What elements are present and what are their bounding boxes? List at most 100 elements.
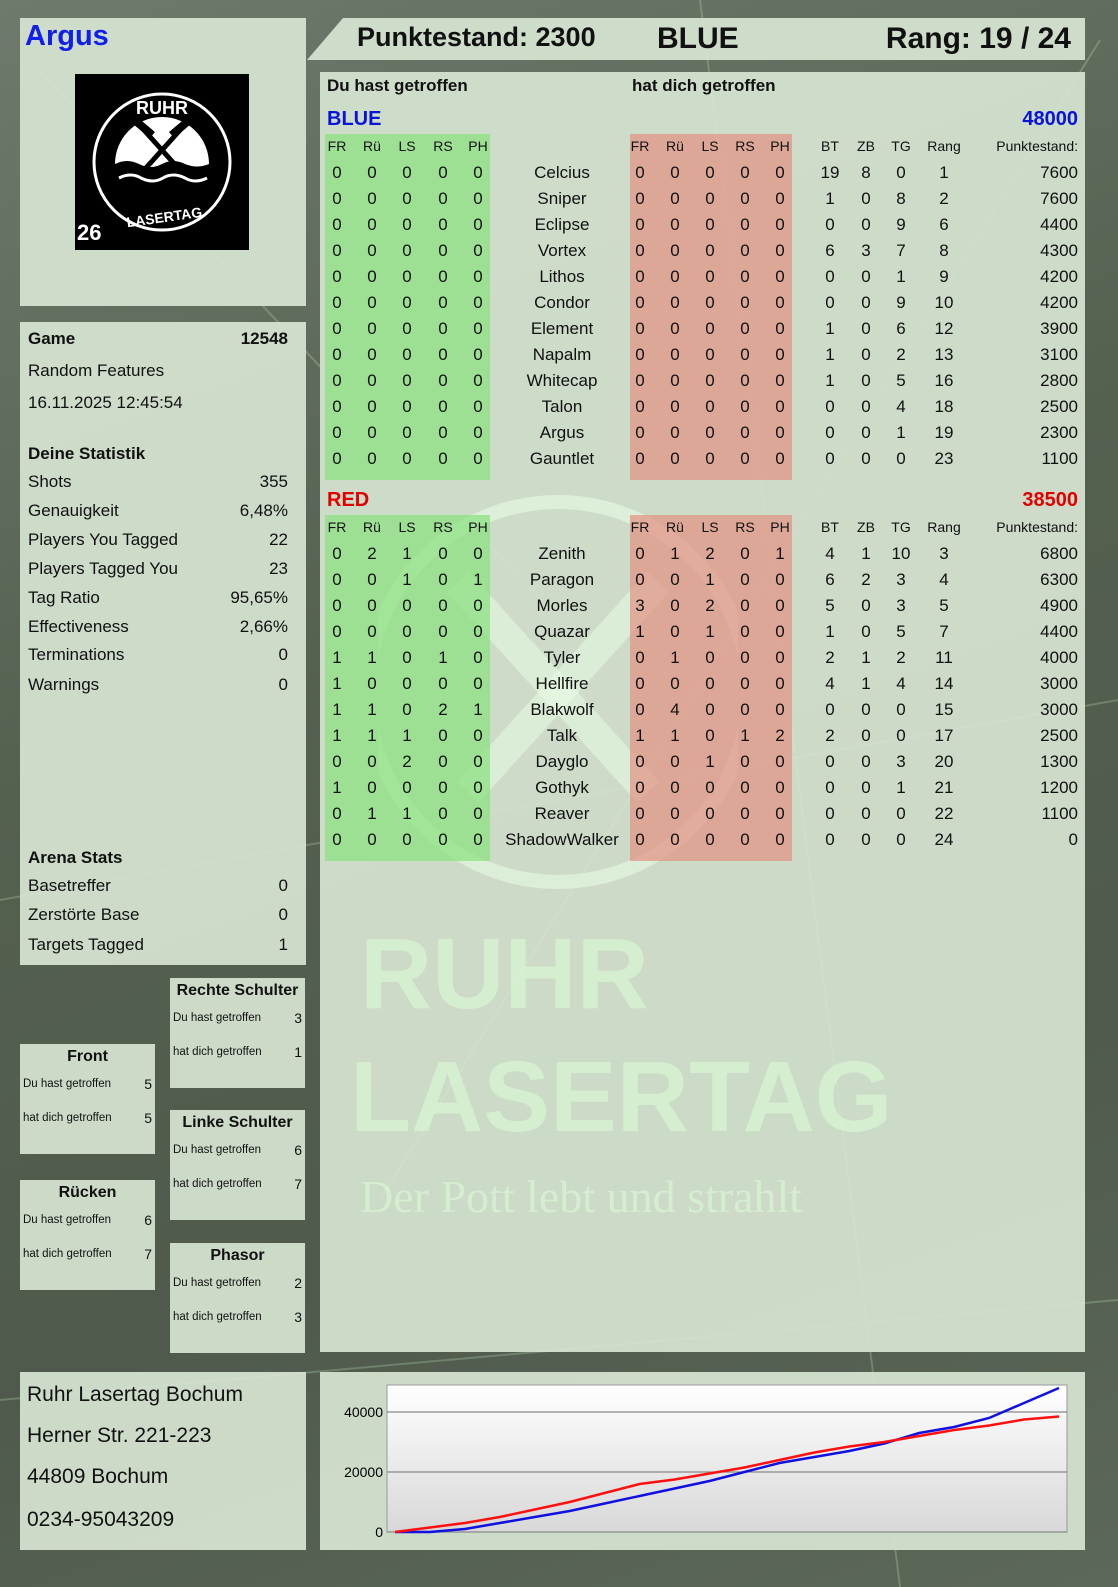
hit-cell: 0 — [332, 189, 342, 208]
player-name: ShadowWalker — [505, 830, 619, 849]
stat-cell: 0 — [861, 319, 871, 338]
hit-cell: 0 — [332, 163, 342, 182]
got-cell: 0 — [740, 215, 750, 234]
hit-cell: 0 — [473, 752, 483, 771]
got-cell: 0 — [740, 674, 750, 693]
got-cell: 0 — [775, 319, 785, 338]
got-cell: 0 — [740, 752, 750, 771]
stat-cell: 0 — [825, 700, 835, 719]
address-line: 44809 Bochum — [27, 1465, 169, 1488]
zone-hit-value: 6 — [144, 1212, 152, 1228]
column-header: LS — [701, 138, 719, 154]
stat-label: Warnings — [28, 675, 100, 694]
stat-label: Effectiveness — [28, 617, 129, 636]
got-cell: 0 — [775, 778, 785, 797]
hit-cell: 0 — [473, 622, 483, 641]
got-cell: 0 — [705, 345, 715, 364]
stat-label: Shots — [28, 472, 72, 491]
hit-cell: 0 — [473, 544, 483, 563]
hit-cell: 0 — [438, 674, 448, 693]
got-cell: 0 — [740, 371, 750, 390]
game-mode: Random Features — [28, 361, 165, 380]
stat-cell: 0 — [861, 397, 871, 416]
hit-cell: 0 — [367, 319, 377, 338]
got-cell: 0 — [670, 830, 680, 849]
got-cell: 0 — [635, 674, 645, 693]
hit-cell: 0 — [332, 622, 342, 641]
got-cell: 0 — [635, 371, 645, 390]
got-cell: 0 — [670, 622, 680, 641]
zone-hit-label: Du hast getroffen — [23, 1214, 112, 1226]
hit-cell: 0 — [438, 544, 448, 563]
column-header: Rü — [363, 519, 381, 535]
stat-cell: 4 — [939, 570, 949, 589]
player-score: 4200 — [1040, 293, 1078, 312]
stat-cell: 0 — [896, 449, 906, 468]
player-score: 2500 — [1040, 397, 1078, 416]
hit-cell: 0 — [438, 449, 448, 468]
stat-cell: 1 — [896, 778, 906, 797]
stat-cell: 0 — [825, 215, 835, 234]
stat-cell: 5 — [939, 596, 949, 615]
hit-cell: 0 — [402, 648, 412, 667]
player-score: 7600 — [1040, 163, 1078, 182]
team-label: BLUE — [657, 22, 739, 55]
got-cell: 0 — [670, 778, 680, 797]
hit-cell: 0 — [402, 241, 412, 260]
series-line-0 — [395, 1386, 1060, 1534]
hit-cell: 0 — [473, 319, 483, 338]
column-header: Rü — [666, 138, 684, 154]
stat-cell: 1 — [825, 319, 835, 338]
stat-cell: 20 — [934, 752, 954, 771]
got-cell: 0 — [775, 345, 785, 364]
got-cell: 0 — [705, 449, 715, 468]
stat-cell: 14 — [934, 674, 954, 693]
got-cell: 0 — [775, 830, 785, 849]
column-header: BT — [821, 138, 839, 154]
got-cell: 0 — [740, 163, 750, 182]
hit-cell: 0 — [332, 596, 342, 615]
stat-cell: 3 — [861, 241, 871, 260]
got-cell: 0 — [705, 293, 715, 312]
zone-got-label: hat dich getroffen — [173, 1046, 262, 1058]
hit-cell: 0 — [438, 189, 448, 208]
game-datetime: 16.11.2025 12:45:54 — [28, 393, 183, 412]
got-cell: 0 — [775, 700, 785, 719]
hit-cell: 0 — [438, 319, 448, 338]
hit-cell: 1 — [367, 700, 377, 719]
stat-cell: 4 — [825, 674, 835, 693]
zone-title: Rechte Schulter — [176, 982, 299, 999]
stat-cell: 3 — [896, 596, 906, 615]
stat-cell: 2 — [825, 726, 835, 745]
got-cell: 0 — [775, 241, 785, 260]
stat-cell: 0 — [861, 726, 871, 745]
hit-cell: 0 — [473, 830, 483, 849]
got-cell: 1 — [670, 544, 680, 563]
arena-stat-label: Basetreffer — [28, 876, 111, 895]
stat-cell: 0 — [861, 804, 871, 823]
hit-cell: 1 — [332, 674, 342, 693]
hit-cell: 0 — [402, 215, 412, 234]
got-cell: 0 — [705, 319, 715, 338]
hit-cell: 0 — [332, 423, 342, 442]
player-score: 4400 — [1040, 215, 1078, 234]
player-name: Condor — [534, 293, 590, 312]
stat-cell: 23 — [934, 449, 954, 468]
got-cell: 2 — [705, 596, 715, 615]
stat-label: Players Tagged You — [28, 559, 178, 578]
got-cell: 0 — [740, 241, 750, 260]
got-cell: 0 — [635, 189, 645, 208]
hit-cell: 0 — [332, 544, 342, 563]
hit-cell: 0 — [332, 804, 342, 823]
got-cell: 0 — [775, 570, 785, 589]
got-cell: 0 — [740, 804, 750, 823]
hit-cell: 0 — [473, 778, 483, 797]
stat-cell: 10 — [891, 544, 911, 563]
got-cell: 0 — [635, 570, 645, 589]
stat-cell: 0 — [825, 397, 835, 416]
stat-value: 6,48% — [239, 501, 288, 520]
stat-cell: 5 — [896, 371, 906, 390]
hit-cell: 1 — [332, 648, 342, 667]
column-header: ZB — [857, 138, 875, 154]
player-score: 4200 — [1040, 267, 1078, 286]
